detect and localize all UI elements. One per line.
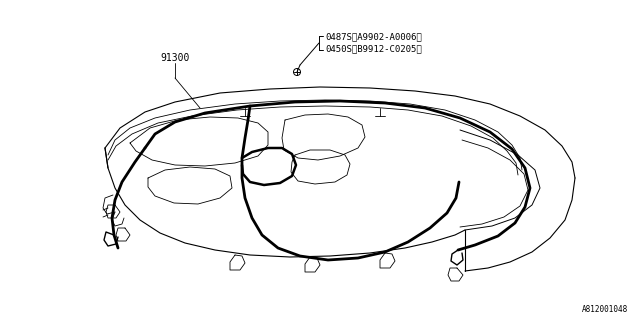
Text: 0487S〈A9902-A0006〉: 0487S〈A9902-A0006〉 [325, 32, 422, 41]
Text: A812001048: A812001048 [582, 305, 628, 314]
Text: 0450S〈B9912-C0205〉: 0450S〈B9912-C0205〉 [325, 44, 422, 53]
Text: 91300: 91300 [160, 53, 189, 63]
